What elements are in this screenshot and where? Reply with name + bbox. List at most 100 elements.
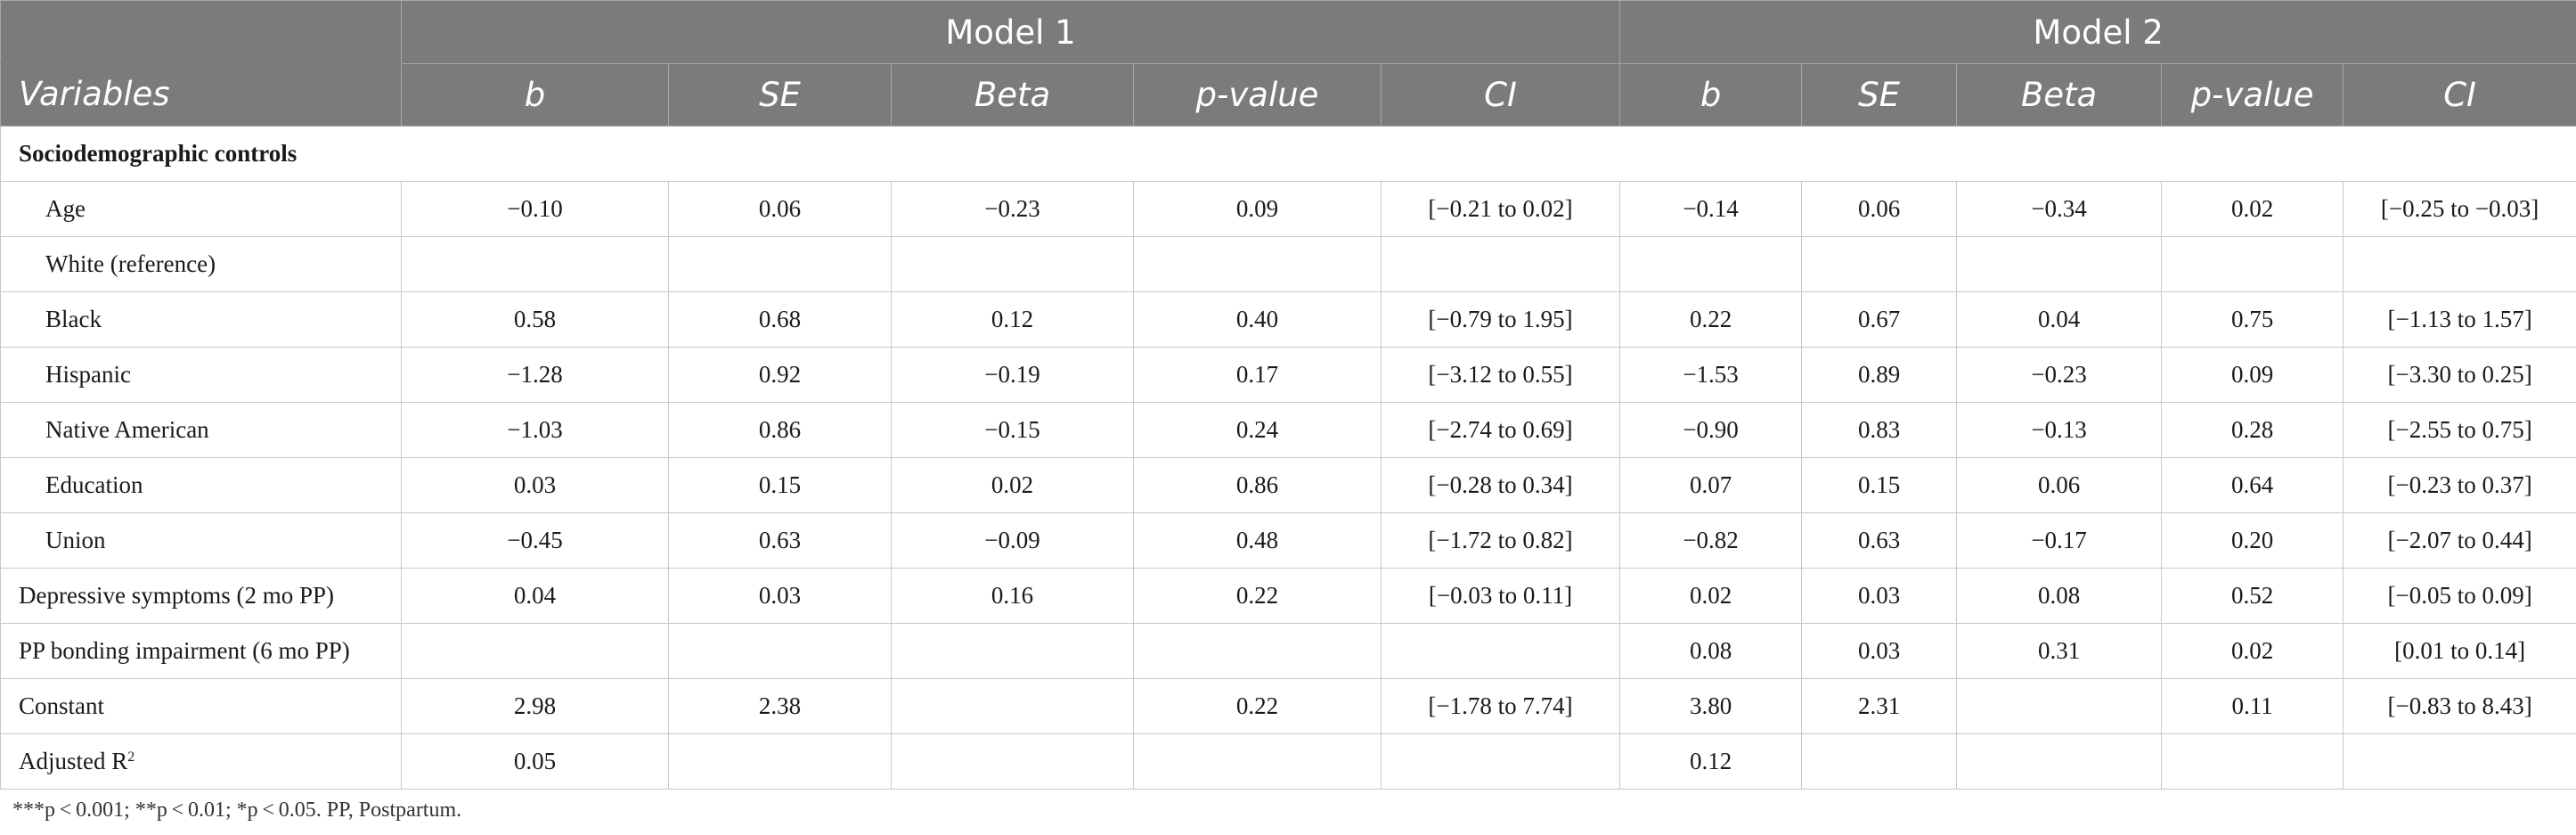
column-header: Beta <box>891 63 1134 127</box>
table-cell: 2.98 <box>401 678 669 734</box>
table-cell: −0.14 <box>1619 181 1803 237</box>
section-title: Sociodemographic controls <box>0 126 2576 182</box>
column-header: CI <box>1380 63 1621 127</box>
table-cell <box>891 733 1134 790</box>
table-body: Sociodemographic controls Age −0.10 0.06 −0… <box>0 126 2576 790</box>
table-cell <box>1956 236 2163 292</box>
table-cell: 0.68 <box>668 291 892 348</box>
table-cell: 0.86 <box>1133 457 1382 513</box>
table-cell <box>2343 236 2576 292</box>
table-cell: 0.22 <box>1133 568 1382 624</box>
row-label: Union <box>0 512 402 569</box>
table-cell: [−0.28 to 0.34] <box>1380 457 1621 513</box>
header-row-columns: Variables b SE Beta p-value CI b SE Beta… <box>0 63 2576 127</box>
row-label: White (reference) <box>0 236 402 292</box>
table-cell: 0.03 <box>668 568 892 624</box>
table-cell: 0.08 <box>1956 568 2163 624</box>
table-row-adjusted-r2: Adjusted R2 0.05 0.12 <box>0 733 2576 790</box>
column-header: CI <box>2343 63 2576 127</box>
table-cell: 0.09 <box>2161 347 2344 403</box>
table-cell <box>1801 733 1958 790</box>
table-cell: 0.09 <box>1133 181 1382 237</box>
table-cell: [−1.13 to 1.57] <box>2343 291 2576 348</box>
table-cell <box>1133 733 1382 790</box>
header-row-models: Model 1 Model 2 <box>0 0 2576 64</box>
row-label: Age <box>0 181 402 237</box>
column-header: SE <box>668 63 892 127</box>
table-cell: −0.45 <box>401 512 669 569</box>
table-cell <box>2161 236 2344 292</box>
table-cell: [−0.79 to 1.95] <box>1380 291 1621 348</box>
model1-header: Model 1 <box>400 0 1621 64</box>
row-label: Depressive symptoms (2 mo PP) <box>0 568 402 624</box>
table-cell: −0.19 <box>891 347 1134 403</box>
table-row: Union −0.45 0.63 −0.09 0.48 [−1.72 to 0.82] −0… <box>0 512 2576 569</box>
table-row: Age −0.10 0.06 −0.23 0.09 [−0.21 to 0.02] −0.1… <box>0 181 2576 237</box>
table-cell: −0.10 <box>401 181 669 237</box>
superscript: 2 <box>127 749 135 765</box>
table-cell: 0.86 <box>668 402 892 458</box>
table-row: Depressive symptoms (2 mo PP) 0.04 0.03 0.1… <box>0 568 2576 624</box>
table-cell: 0.89 <box>1801 347 1958 403</box>
table-cell: −0.34 <box>1956 181 2163 237</box>
table-cell <box>401 236 669 292</box>
adjusted-r2-label: Adjusted R <box>19 748 128 774</box>
table-cell: [−3.12 to 0.55] <box>1380 347 1621 403</box>
column-header: p-value <box>2161 63 2344 127</box>
table-cell: 3.80 <box>1619 678 1803 734</box>
table-cell: [−0.05 to 0.09] <box>2343 568 2576 624</box>
table-cell: −0.09 <box>891 512 1134 569</box>
table-cell: −1.53 <box>1619 347 1803 403</box>
column-header: b <box>1619 63 1803 127</box>
table-cell: [−0.83 to 8.43] <box>2343 678 2576 734</box>
table-cell: [−1.72 to 0.82] <box>1380 512 1621 569</box>
table-cell <box>668 236 892 292</box>
table-cell: 0.63 <box>668 512 892 569</box>
table-cell: 0.20 <box>2161 512 2344 569</box>
table-cell: 0.06 <box>668 181 892 237</box>
table-row: Constant 2.98 2.38 0.22 [−1.78 to 7.74] 3.80 2… <box>0 678 2576 734</box>
table-cell: 0.31 <box>1956 623 2163 679</box>
table-cell: 0.12 <box>891 291 1134 348</box>
table-cell: 0.02 <box>891 457 1134 513</box>
table-cell: 0.03 <box>1801 623 1958 679</box>
table-cell: 0.67 <box>1801 291 1958 348</box>
table-cell: 0.02 <box>1619 568 1803 624</box>
table-cell <box>1801 236 1958 292</box>
row-label: Black <box>0 291 402 348</box>
table-cell: 0.28 <box>2161 402 2344 458</box>
table-row: White (reference) <box>0 236 2576 292</box>
column-header: Beta <box>1956 63 2163 127</box>
table-cell: 0.15 <box>668 457 892 513</box>
table-cell <box>1133 623 1382 679</box>
table-cell: 0.22 <box>1619 291 1803 348</box>
row-label: Hispanic <box>0 347 402 403</box>
table-cell <box>668 733 892 790</box>
table-cell: −1.28 <box>401 347 669 403</box>
row-label: Constant <box>0 678 402 734</box>
table-cell: 0.02 <box>2161 623 2344 679</box>
table-row: Native American −1.03 0.86 −0.15 0.24 [−2.74 … <box>0 402 2576 458</box>
table-cell: [−0.23 to 0.37] <box>2343 457 2576 513</box>
row-label: Adjusted R2 <box>0 733 402 790</box>
table-cell <box>891 236 1134 292</box>
table-cell <box>1380 236 1621 292</box>
table-cell: [−0.21 to 0.02] <box>1380 181 1621 237</box>
table-cell <box>1133 236 1382 292</box>
table-cell <box>1956 733 2163 790</box>
table-row: Education 0.03 0.15 0.02 0.86 [−0.28 to 0.34]… <box>0 457 2576 513</box>
table-cell <box>668 623 892 679</box>
table-cell: [−3.30 to 0.25] <box>2343 347 2576 403</box>
table-cell: −0.82 <box>1619 512 1803 569</box>
variables-header: Variables <box>0 63 402 127</box>
table-cell: [−2.74 to 0.69] <box>1380 402 1621 458</box>
column-header: SE <box>1801 63 1958 127</box>
row-label: Native American <box>0 402 402 458</box>
table-cell <box>1380 623 1621 679</box>
table-cell: 0.48 <box>1133 512 1382 569</box>
table-cell: 0.07 <box>1619 457 1803 513</box>
table-cell: −0.23 <box>1956 347 2163 403</box>
table-cell <box>2161 733 2344 790</box>
table-cell: 0.64 <box>2161 457 2344 513</box>
